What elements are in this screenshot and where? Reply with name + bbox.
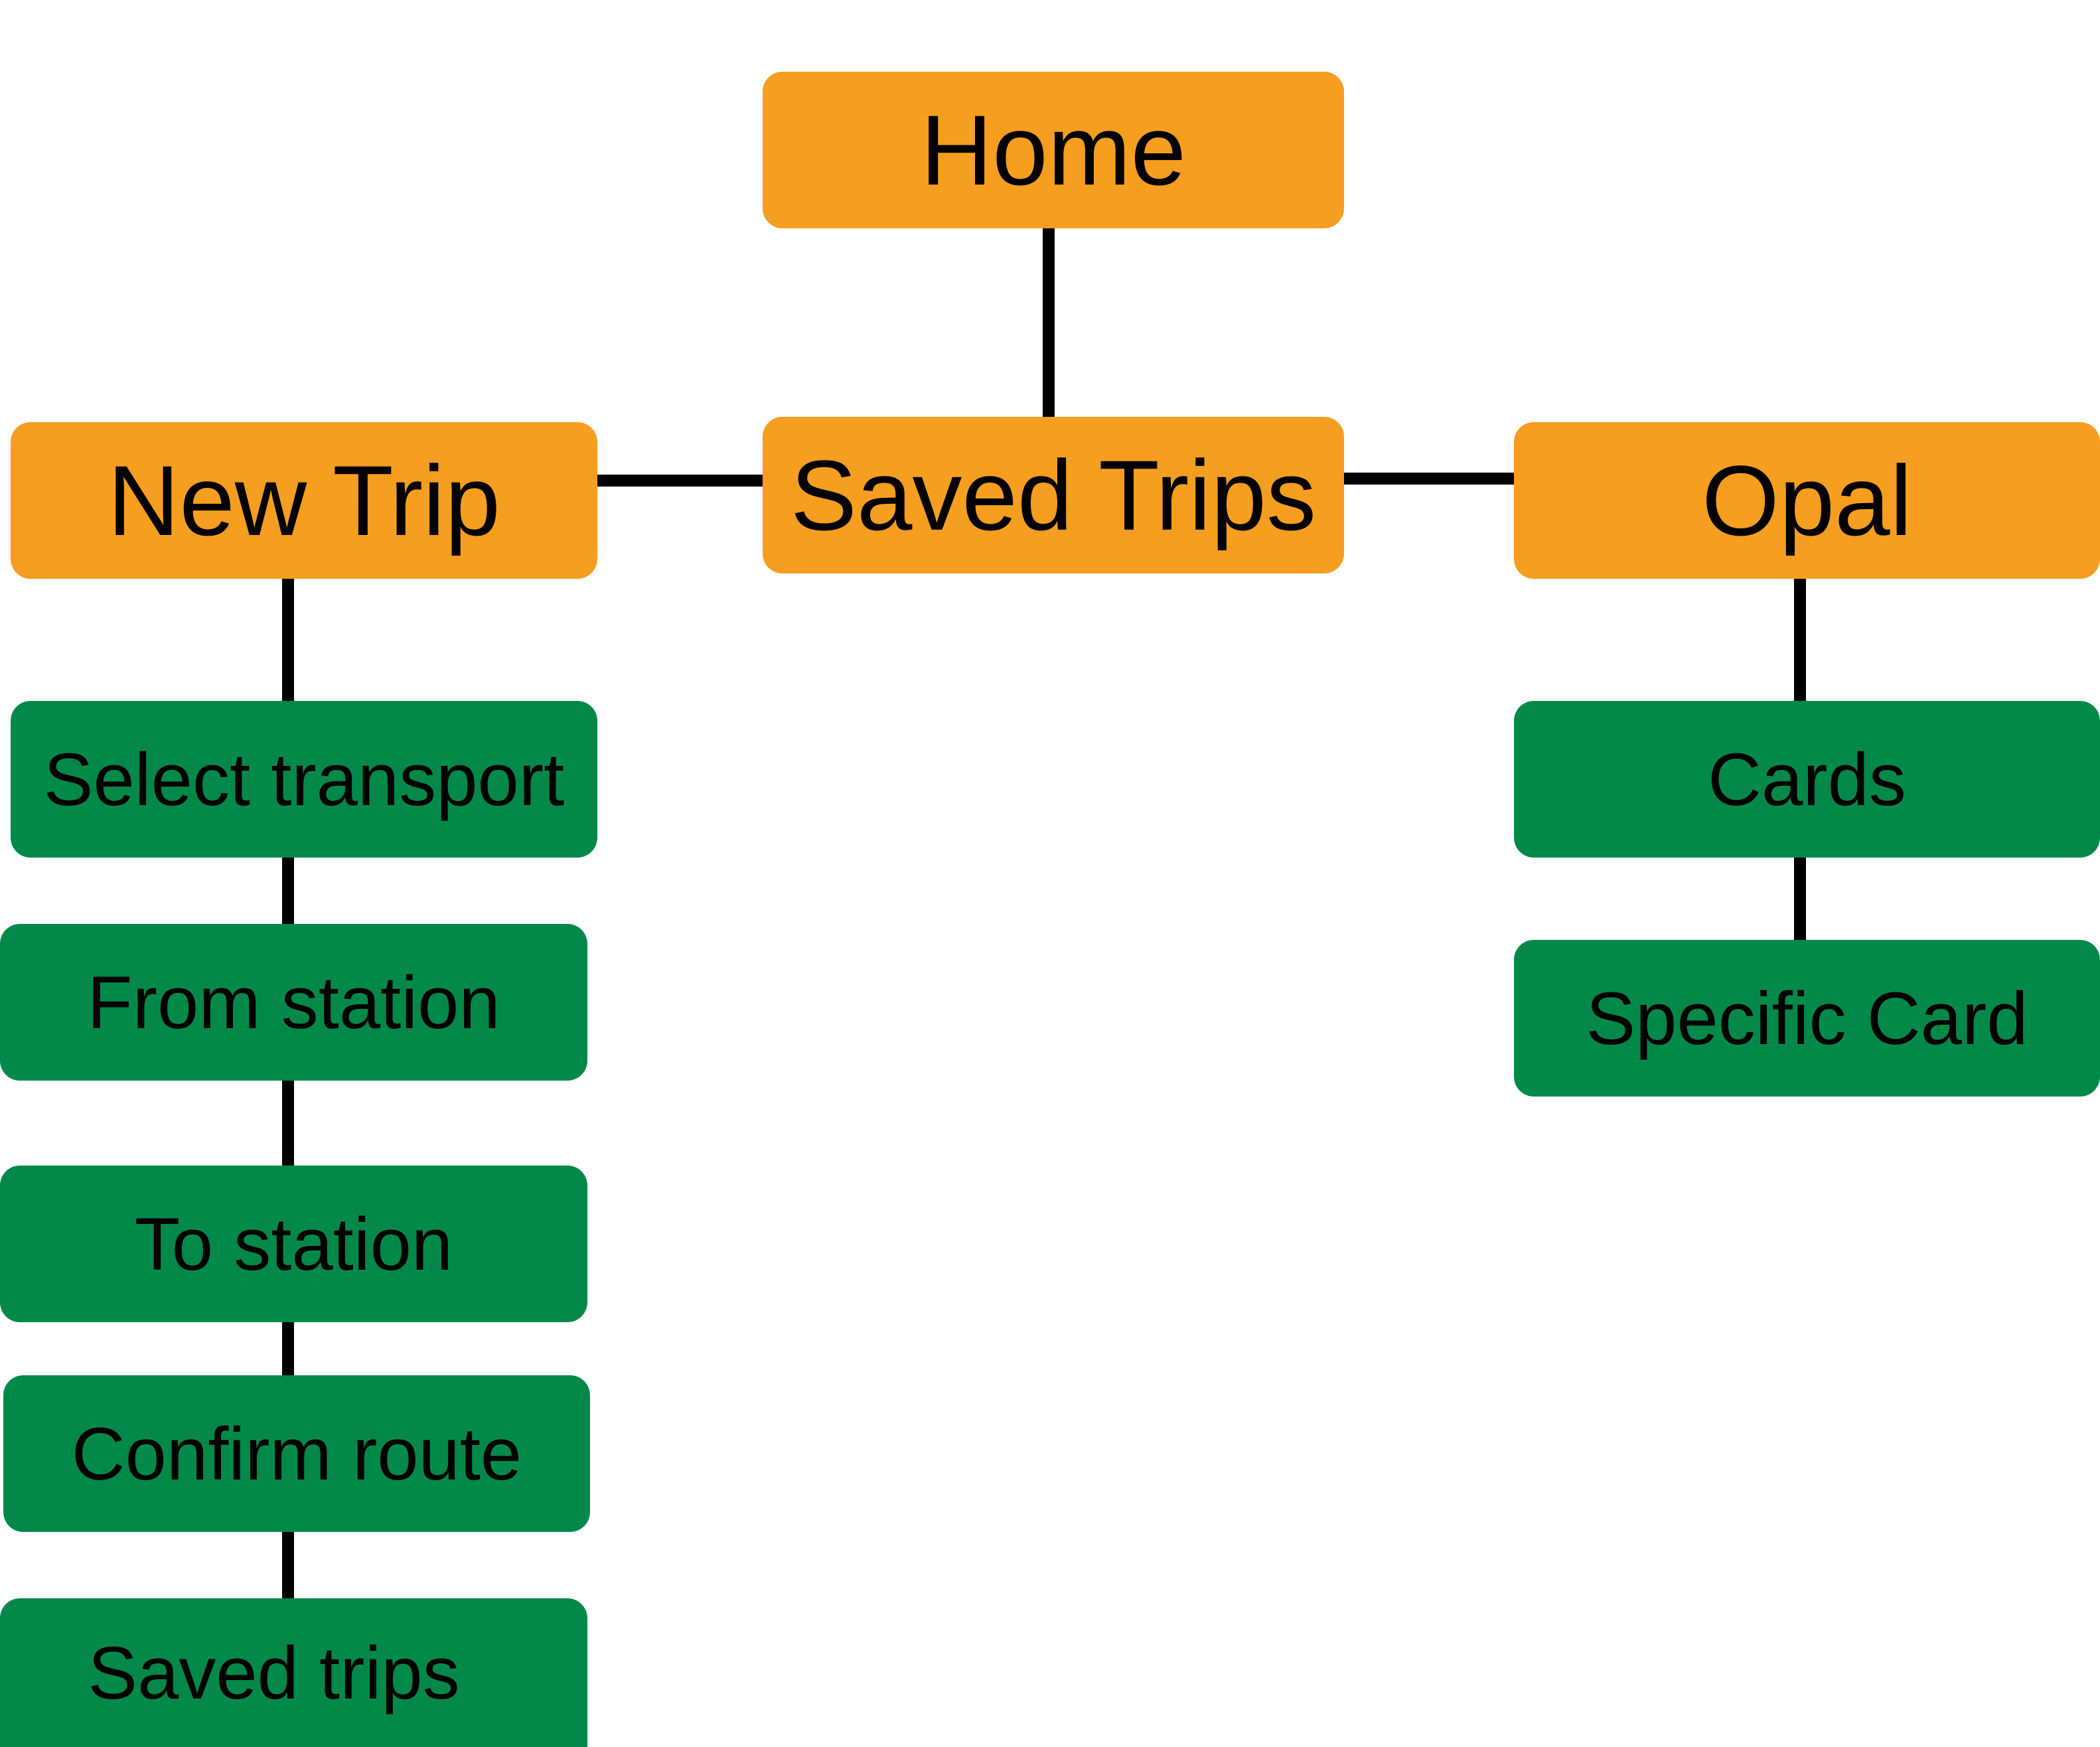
- node-specific-card[interactable]: Specific Card: [1514, 940, 2100, 1097]
- node-confirm-route[interactable]: Confirm route: [3, 1375, 590, 1532]
- connector-home-saved-trips: [1043, 224, 1055, 418]
- connector-saved-trips-opal: [1339, 473, 1517, 485]
- node-home[interactable]: Home: [763, 72, 1344, 228]
- node-new-trip[interactable]: New Trip: [11, 422, 597, 579]
- connector-new-trip-saved-trips: [595, 475, 763, 487]
- node-saved-trips[interactable]: Saved Trips: [763, 417, 1344, 573]
- node-select-transport[interactable]: Select transport: [11, 701, 597, 858]
- node-from-station[interactable]: From station: [0, 924, 587, 1081]
- node-saved-trips-step[interactable]: Saved trips: [0, 1598, 587, 1747]
- node-opal[interactable]: Opal: [1514, 422, 2100, 579]
- node-to-station[interactable]: To station: [0, 1166, 587, 1322]
- node-cards[interactable]: Cards: [1514, 701, 2100, 858]
